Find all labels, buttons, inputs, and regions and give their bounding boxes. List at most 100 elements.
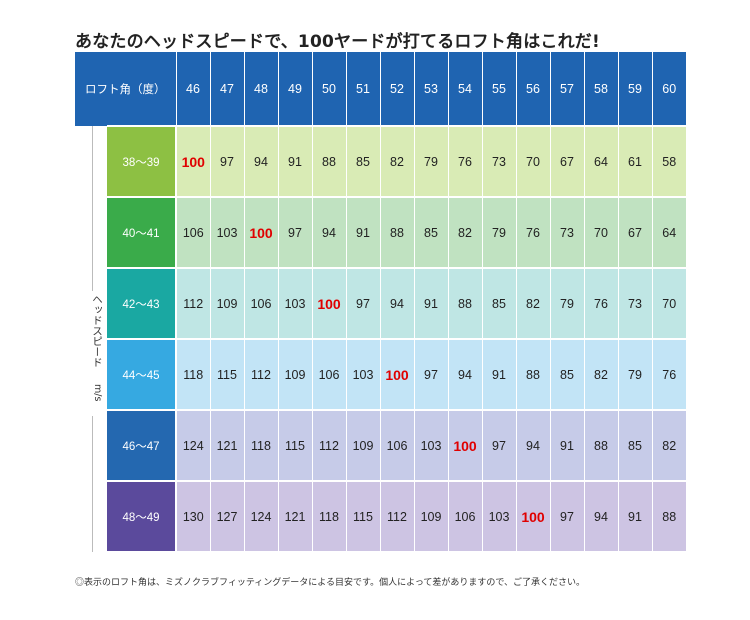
distance-cell: 97: [209, 125, 244, 198]
loft-header-cell: 58: [583, 52, 618, 126]
loft-header-cell: 47: [209, 52, 244, 126]
distance-cell: 58: [651, 125, 686, 198]
distance-cell: 88: [379, 196, 414, 269]
distance-cell: 121: [209, 409, 244, 482]
target-distance-cell: 100: [243, 196, 278, 269]
distance-cell: 88: [447, 267, 482, 340]
distance-cell: 70: [515, 125, 550, 198]
loft-header-cell: 52: [379, 52, 414, 126]
distance-cell: 79: [549, 267, 584, 340]
distance-cell: 115: [209, 338, 244, 411]
distance-cell: 82: [447, 196, 482, 269]
distance-cell: 82: [515, 267, 550, 340]
distance-cell: 115: [345, 480, 380, 553]
loft-header-cell: 55: [481, 52, 516, 126]
distance-cell: 82: [379, 125, 414, 198]
distance-cell: 91: [413, 267, 448, 340]
loft-header-cell: 51: [345, 52, 380, 126]
distance-cell: 97: [549, 480, 584, 553]
distance-cell: 64: [583, 125, 618, 198]
distance-cell: 85: [345, 125, 380, 198]
distance-cell: 88: [311, 125, 346, 198]
distance-cell: 94: [243, 125, 278, 198]
distance-cell: 118: [311, 480, 346, 553]
target-distance-cell: 100: [175, 125, 210, 198]
distance-cell: 91: [345, 196, 380, 269]
speed-label: 44〜45: [107, 338, 177, 411]
distance-cell: 73: [481, 125, 516, 198]
distance-cell: 106: [447, 480, 482, 553]
distance-cell: 88: [515, 338, 550, 411]
distance-cell: 103: [209, 196, 244, 269]
distance-cell: 85: [549, 338, 584, 411]
target-distance-cell: 100: [379, 338, 414, 411]
distance-cell: 91: [549, 409, 584, 482]
loft-header-label: ロフト角（度）: [75, 52, 176, 126]
distance-cell: 124: [175, 409, 210, 482]
loft-header-cell: 57: [549, 52, 584, 126]
footnote: ◎表示のロフト角は、ミズノクラブフィッティングデータによる目安です。個人によって…: [75, 577, 586, 587]
loft-header-cell: 46: [175, 52, 210, 126]
target-distance-cell: 100: [515, 480, 550, 553]
axis-bracket-top: [92, 126, 93, 291]
distance-cell: 88: [651, 480, 686, 553]
distance-cell: 106: [243, 267, 278, 340]
distance-cell: 103: [481, 480, 516, 553]
axis-bracket-bottom: [92, 416, 93, 552]
table-body: ヘッドスピード m/s 38〜39 100 97 94 91 88 85 82 79 76 73 70 67…: [75, 125, 686, 553]
distance-cell: 109: [277, 338, 312, 411]
distance-cell: 70: [583, 196, 618, 269]
distance-cell: 94: [311, 196, 346, 269]
speed-label: 38〜39: [107, 125, 177, 198]
distance-cell: 109: [345, 409, 380, 482]
distance-cell: 76: [447, 125, 482, 198]
distance-cell: 76: [515, 196, 550, 269]
distance-cell: 97: [481, 409, 516, 482]
distance-cell: 112: [175, 267, 210, 340]
distance-cell: 73: [617, 267, 652, 340]
distance-cell: 94: [447, 338, 482, 411]
distance-cell: 91: [617, 480, 652, 553]
loft-header-cell: 56: [515, 52, 550, 126]
distance-cell: 70: [651, 267, 686, 340]
distance-cell: 82: [583, 338, 618, 411]
distance-cell: 79: [617, 338, 652, 411]
distance-cell: 106: [175, 196, 210, 269]
distance-cell: 118: [175, 338, 210, 411]
table-row: ヘッドスピード m/s 38〜39 100 97 94 91 88 85 82 79 76 73 70 67…: [75, 125, 686, 552]
distance-cell: 112: [379, 480, 414, 553]
distance-cell: 97: [345, 267, 380, 340]
distance-cell: 115: [277, 409, 312, 482]
table-row: 46〜47 124 121 118 115 112 109 106 103 100 97 94 91 88…: [75, 409, 686, 482]
distance-cell: 109: [209, 267, 244, 340]
table-row: 48〜49 130 127 124 121 118 115 112 109 106 103 100 97…: [75, 480, 686, 553]
distance-cell: 106: [311, 338, 346, 411]
speed-label: 42〜43: [107, 267, 177, 340]
target-distance-cell: 100: [311, 267, 346, 340]
table-row: 40〜41 106 103 100 97 94 91 88 85 82 79 76 73 70 67 64: [75, 196, 686, 269]
distance-cell: 130: [175, 480, 210, 553]
distance-cell: 109: [413, 480, 448, 553]
distance-cell: 76: [651, 338, 686, 411]
distance-cell: 103: [413, 409, 448, 482]
distance-cell: 121: [277, 480, 312, 553]
distance-cell: 67: [617, 196, 652, 269]
loft-header-cell: 54: [447, 52, 482, 126]
distance-cell: 61: [617, 125, 652, 198]
header-row: ロフト角（度） 46 47 48 49 50 51 52 53 54 55 56 57 58 59 60: [75, 52, 686, 126]
distance-cell: 79: [413, 125, 448, 198]
loft-header-cell: 48: [243, 52, 278, 126]
distance-cell: 124: [243, 480, 278, 553]
distance-cell: 103: [345, 338, 380, 411]
distance-cell: 76: [583, 267, 618, 340]
loft-header-cell: 53: [413, 52, 448, 126]
distance-cell: 67: [549, 125, 584, 198]
distance-cell: 97: [277, 196, 312, 269]
head-speed-label: ヘッドスピード: [91, 294, 103, 368]
head-speed-unit: m/s: [92, 384, 103, 402]
loft-header-cell: 59: [617, 52, 652, 126]
distance-cell: 85: [617, 409, 652, 482]
distance-cell: 91: [277, 125, 312, 198]
distance-cell: 106: [379, 409, 414, 482]
distance-cell: 97: [413, 338, 448, 411]
